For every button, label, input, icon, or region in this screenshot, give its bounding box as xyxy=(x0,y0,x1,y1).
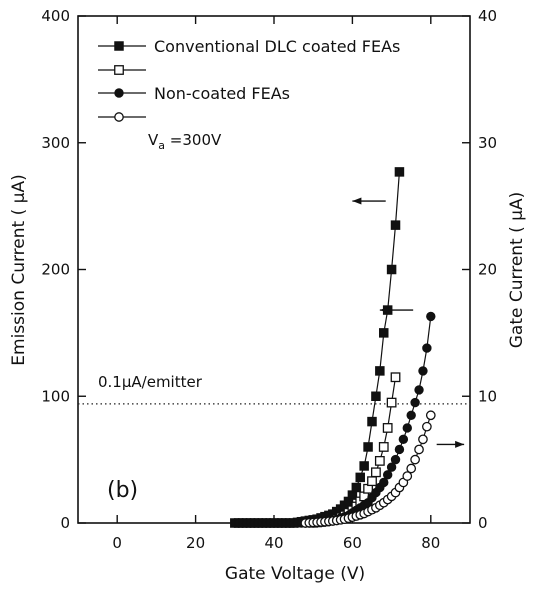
y-axis-label-right: Gate Current ( μA) xyxy=(507,192,527,349)
data-point xyxy=(371,391,381,401)
condition-rest: =300V xyxy=(165,131,222,149)
left-axis-arrow xyxy=(352,197,386,205)
legend-label: Conventional DLC coated FEAs xyxy=(154,37,400,56)
series-3 xyxy=(230,311,436,528)
legend-entry xyxy=(98,112,146,122)
data-point xyxy=(367,476,377,487)
y-tick-label-right: 10 xyxy=(478,387,497,405)
legend-marker xyxy=(114,88,124,98)
threshold-label: 0.1μA/emitter xyxy=(98,373,203,391)
data-point xyxy=(414,385,424,395)
y-tick-label-right: 30 xyxy=(478,134,497,152)
condition-sub: a xyxy=(158,139,165,152)
data-point xyxy=(386,264,397,275)
data-point xyxy=(418,434,428,445)
data-point xyxy=(359,461,369,471)
arrow-head xyxy=(455,440,465,448)
data-point xyxy=(382,470,393,480)
legend-label: Non-coated FEAs xyxy=(154,84,290,103)
condition-main: V xyxy=(148,131,159,149)
y-tick-label-right: 40 xyxy=(478,7,497,25)
x-tick-label: 20 xyxy=(186,534,205,552)
data-point xyxy=(355,472,365,483)
y-tick-label-left: 300 xyxy=(41,134,70,152)
data-point xyxy=(426,311,436,322)
data-point xyxy=(422,343,432,353)
data-point xyxy=(375,366,385,376)
legend-entry: Conventional DLC coated FEAs xyxy=(98,37,400,56)
legend: Conventional DLC coated FEAs Non-coated F… xyxy=(98,37,400,122)
x-tick-label: 60 xyxy=(343,534,362,552)
data-point xyxy=(422,421,432,432)
data-point xyxy=(390,454,401,465)
data-point xyxy=(402,423,412,433)
data-point xyxy=(410,454,420,465)
legend-entry: Non-coated FEAs xyxy=(98,84,290,103)
legend-entry xyxy=(98,65,146,75)
y-tick-label-left: 400 xyxy=(41,7,70,25)
arrow-head xyxy=(379,306,389,314)
data-series xyxy=(230,167,436,528)
left-axis-arrow xyxy=(379,306,414,314)
legend-marker xyxy=(114,41,124,51)
y-tick-label-left: 200 xyxy=(41,261,70,279)
panel-label: (b) xyxy=(107,478,138,503)
condition-label: Va =300V xyxy=(148,131,222,152)
data-point xyxy=(374,455,385,466)
data-point xyxy=(351,482,362,493)
legend-marker xyxy=(114,65,124,75)
data-point xyxy=(390,372,401,383)
x-tick-label: 40 xyxy=(264,534,283,552)
data-point xyxy=(406,463,417,474)
right-axis-arrow xyxy=(436,440,465,448)
data-point xyxy=(363,442,373,452)
legend-marker xyxy=(114,112,124,122)
series-line xyxy=(234,316,432,524)
data-point xyxy=(382,423,393,433)
data-point xyxy=(418,366,428,376)
y-axis-label-left: Emission Current ( μA) xyxy=(9,174,29,365)
x-tick-label: 0 xyxy=(112,534,122,552)
y-tick-label-right: 0 xyxy=(478,514,488,532)
data-point xyxy=(390,220,401,230)
series-4 xyxy=(300,410,436,528)
axis-arrows xyxy=(352,197,465,448)
data-point xyxy=(410,397,420,408)
data-point xyxy=(386,397,397,408)
data-point xyxy=(425,410,436,421)
data-point xyxy=(398,434,409,445)
data-point xyxy=(394,444,405,455)
data-point xyxy=(378,442,389,452)
axis-ticks: 0 20 40 60 80 0 100 200 300 400 0 10 20 30 40 xyxy=(41,7,497,552)
data-point xyxy=(371,467,381,478)
data-point xyxy=(386,462,397,472)
y-tick-label-right: 20 xyxy=(478,261,497,279)
x-axis-label: Gate Voltage (V) xyxy=(225,564,365,584)
data-point xyxy=(414,444,424,455)
data-point xyxy=(379,328,389,338)
data-point xyxy=(402,471,413,481)
y-tick-label-left: 100 xyxy=(41,387,70,405)
y-tick-label-left: 0 xyxy=(60,514,70,532)
data-point xyxy=(406,410,416,420)
data-point xyxy=(394,167,405,177)
arrow-head xyxy=(352,197,362,205)
data-point xyxy=(379,477,389,488)
x-tick-label: 80 xyxy=(421,534,440,552)
data-point xyxy=(367,416,377,427)
